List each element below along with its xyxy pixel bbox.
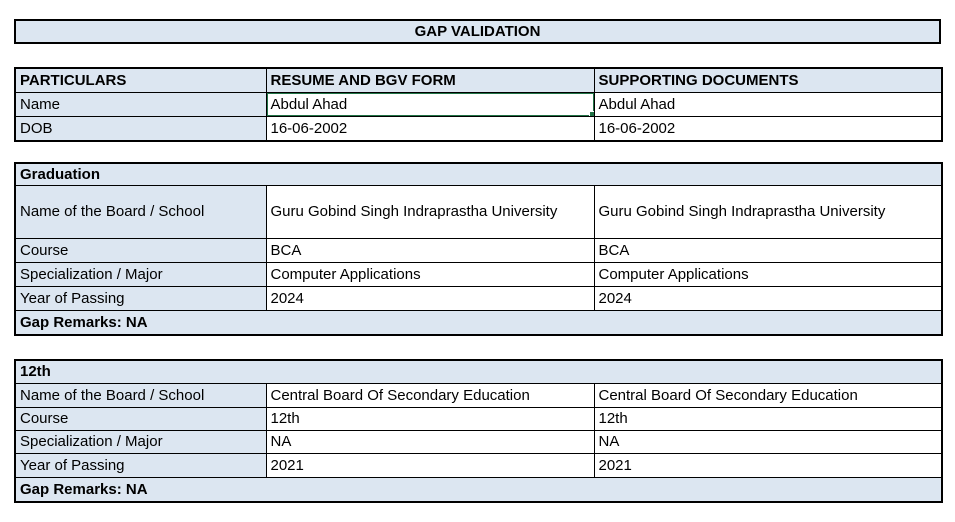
cell-12th-course-label[interactable]: Course (14, 406, 267, 431)
table-row: Name of the Board / School Central Board… (14, 382, 943, 408)
cell-12th-specialization-supporting[interactable]: NA (593, 429, 943, 454)
cell-12th-board-supporting[interactable]: Central Board Of Secondary Education (593, 382, 943, 408)
cell-grad-board-label[interactable]: Name of the Board / School (14, 184, 267, 239)
table-row: Course BCA BCA (14, 237, 943, 263)
cell-12th-specialization-label[interactable]: Specialization / Major (14, 429, 267, 454)
header-resume-bgv-form[interactable]: RESUME AND BGV FORM (265, 67, 595, 93)
table-row: Year of Passing 2024 2024 (14, 285, 943, 311)
table-row: Name of the Board / School Guru Gobind S… (14, 184, 943, 239)
twelfth-table: 12th Name of the Board / School Central … (14, 359, 944, 503)
cell-12th-course-supporting[interactable]: 12th (593, 406, 943, 431)
cell-12th-course-resume[interactable]: 12th (265, 406, 595, 431)
cell-name-resume[interactable]: Abdul Ahad (265, 91, 595, 117)
cell-12th-board-label[interactable]: Name of the Board / School (14, 382, 267, 408)
cell-12th-board-resume[interactable]: Central Board Of Secondary Education (265, 382, 595, 408)
cell-name-supporting[interactable]: Abdul Ahad (593, 91, 943, 117)
cell-grad-year-supporting[interactable]: 2024 (593, 285, 943, 311)
page-title[interactable]: GAP VALIDATION (14, 19, 941, 44)
cell-grad-year-label[interactable]: Year of Passing (14, 285, 267, 311)
cell-grad-specialization-label[interactable]: Specialization / Major (14, 261, 267, 287)
cell-grad-specialization-supporting[interactable]: Computer Applications (593, 261, 943, 287)
table-row: Specialization / Major Computer Applicat… (14, 261, 943, 287)
cell-12th-year-resume[interactable]: 2021 (265, 452, 595, 478)
header-supporting-documents[interactable]: SUPPORTING DOCUMENTS (593, 67, 943, 93)
table-row: Specialization / Major NA NA (14, 429, 943, 454)
graduation-table: Graduation Name of the Board / School Gu… (14, 162, 944, 336)
cell-12th-year-label[interactable]: Year of Passing (14, 452, 267, 478)
graduation-gap-remarks[interactable]: Gap Remarks: NA (14, 309, 943, 336)
cell-dob-supporting[interactable]: 16-06-2002 (593, 115, 943, 142)
cell-name-label[interactable]: Name (14, 91, 267, 117)
table-row: Course 12th 12th (14, 406, 943, 431)
twelfth-gap-remarks[interactable]: Gap Remarks: NA (14, 476, 943, 503)
table-row: Year of Passing 2021 2021 (14, 452, 943, 478)
cell-grad-course-label[interactable]: Course (14, 237, 267, 263)
graduation-section-title[interactable]: Graduation (14, 162, 943, 186)
table-row: Name Abdul Ahad Abdul Ahad (14, 91, 943, 117)
cell-grad-specialization-resume[interactable]: Computer Applications (265, 261, 595, 287)
header-particulars[interactable]: PARTICULARS (14, 67, 267, 93)
cell-dob-label[interactable]: DOB (14, 115, 267, 142)
cell-grad-course-resume[interactable]: BCA (265, 237, 595, 263)
cell-grad-course-supporting[interactable]: BCA (593, 237, 943, 263)
cell-dob-resume[interactable]: 16-06-2002 (265, 115, 595, 142)
personal-details-table: PARTICULARS RESUME AND BGV FORM SUPPORTI… (14, 67, 943, 142)
cell-name-resume-value: Abdul Ahad (270, 95, 348, 113)
cell-grad-board-supporting[interactable]: Guru Gobind Singh Indraprastha Universit… (593, 184, 943, 239)
cell-12th-year-supporting[interactable]: 2021 (593, 452, 943, 478)
cell-grad-year-resume[interactable]: 2024 (265, 285, 595, 311)
table-row: DOB 16-06-2002 16-06-2002 (14, 115, 943, 142)
cell-12th-specialization-resume[interactable]: NA (265, 429, 595, 454)
twelfth-section-title[interactable]: 12th (14, 359, 943, 384)
cell-grad-board-resume[interactable]: Guru Gobind Singh Indraprastha Universit… (265, 184, 595, 239)
